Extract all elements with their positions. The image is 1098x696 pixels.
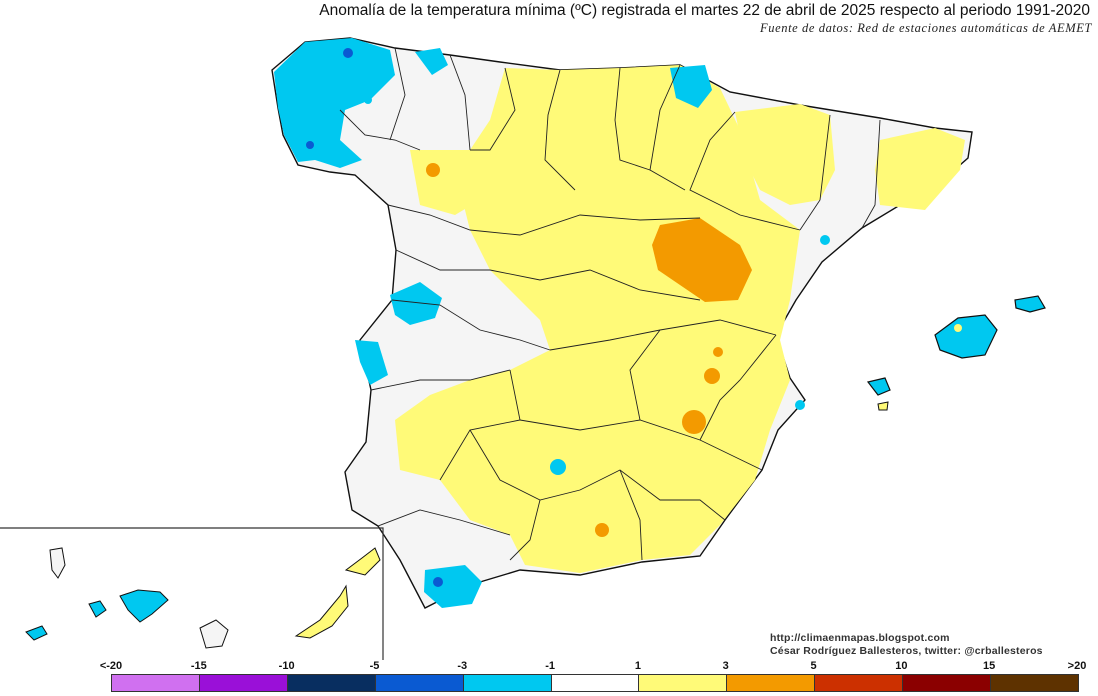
la-palma-island xyxy=(49,547,66,579)
mallorca-warm-spot xyxy=(954,324,962,332)
cool-zone-strait xyxy=(424,565,482,608)
legend-segment xyxy=(287,675,376,691)
temperature-anomaly-map xyxy=(0,37,1046,660)
legend-label: -5 xyxy=(369,660,380,672)
cool-spot-1 xyxy=(550,459,566,475)
cool-spot-3 xyxy=(795,400,805,410)
legend-label: -3 xyxy=(457,660,468,672)
cool-zone-extremadura-north xyxy=(390,282,442,325)
el-hierro-island xyxy=(25,625,48,641)
fuerteventura-island xyxy=(294,584,349,639)
mallorca-island xyxy=(934,314,998,359)
warm-zone-catalonia xyxy=(875,128,965,210)
legend-segment xyxy=(903,675,992,691)
legend-segment xyxy=(551,675,640,691)
hot-spot-5 xyxy=(713,347,723,357)
hot-zone-iberian-system xyxy=(652,218,752,302)
legend-label: 3 xyxy=(722,660,729,672)
strong-cool-spot-3 xyxy=(433,577,443,587)
legend-segment xyxy=(727,675,816,691)
warm-zone-north-center xyxy=(395,65,800,573)
hot-spot-4 xyxy=(595,523,609,537)
legend-label: 15 xyxy=(983,660,996,672)
legend-segment xyxy=(199,675,288,691)
formentera-island xyxy=(877,401,889,411)
legend-segment xyxy=(112,675,200,691)
legend-label: >20 xyxy=(1067,660,1087,672)
map-title: Anomalía de la temperatura mínima (ºC) r… xyxy=(319,2,1090,19)
legend-label: -10 xyxy=(278,660,295,672)
legend-segment xyxy=(815,675,904,691)
lanzarote-island xyxy=(344,547,381,576)
cool-spot-2 xyxy=(820,235,830,245)
legend-segment xyxy=(463,675,552,691)
legend-label: -15 xyxy=(190,660,207,672)
strong-cool-spot-2 xyxy=(306,141,314,149)
province-borders xyxy=(339,47,881,561)
legend-label: <-20 xyxy=(99,660,123,672)
warm-zone-northeast xyxy=(735,104,835,205)
author-credit: César Rodríguez Ballesteros, twitter: @c… xyxy=(770,645,1043,657)
hot-spot-2 xyxy=(704,368,720,384)
hot-spot-1 xyxy=(682,410,706,434)
legend-label: 1 xyxy=(634,660,641,672)
cool-zone-galicia xyxy=(274,38,395,168)
legend-label: 5 xyxy=(810,660,817,672)
cool-zone-asturias xyxy=(415,48,448,75)
map-subtitle: Fuente de datos: Red de estaciones autom… xyxy=(759,21,1092,35)
legend-segment xyxy=(991,675,1078,691)
ibiza-island xyxy=(866,377,891,396)
legend-label: 10 xyxy=(895,660,908,672)
menorca-island xyxy=(1014,295,1046,313)
cool-spot-4 xyxy=(364,96,372,104)
strong-cool-spot-1 xyxy=(343,48,353,58)
cool-zone-portugal-border xyxy=(355,340,388,385)
legend-segment xyxy=(375,675,464,691)
color-legend: <-20 -15 -10 -5 -3 -1 1 3 5 10 15 >20 xyxy=(0,660,1098,696)
canary-inset-frame xyxy=(0,527,384,660)
legend-segment xyxy=(639,675,728,691)
blog-credit: http://climaenmapas.blogspot.com xyxy=(770,632,950,644)
gran-canaria-island xyxy=(199,619,229,649)
legend-label: -1 xyxy=(545,660,555,672)
tenerife-island xyxy=(119,589,169,623)
cool-zone-basque xyxy=(670,65,712,108)
hot-spot-3 xyxy=(426,163,440,177)
la-gomera-island xyxy=(88,600,107,618)
legend-bar xyxy=(111,674,1079,692)
